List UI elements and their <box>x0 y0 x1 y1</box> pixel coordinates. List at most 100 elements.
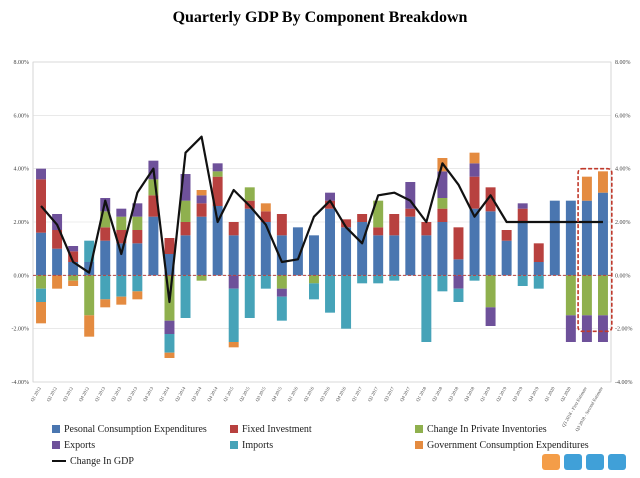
bar-segment-imports-20 <box>357 275 368 284</box>
bar-segment-government-consumption-expenditures-12 <box>228 342 239 348</box>
bar-segment-imports-5 <box>116 275 127 297</box>
x-tick-label: Q2 2012 <box>46 385 59 402</box>
bar-segment-pesonal-consumption-expenditures-12 <box>228 235 239 276</box>
x-tick-label: Q2 2020 <box>559 385 572 402</box>
x-tick-label: Q4 2015 <box>270 385 283 402</box>
chart-title: Quarterly GDP By Component Breakdown <box>173 9 468 26</box>
legend-swatch <box>230 425 238 433</box>
bar-segment-change-in-private-inventories-13 <box>244 187 255 201</box>
bar-segment-government-consumption-expenditures-4 <box>100 299 111 308</box>
bar-segment-government-consumption-expenditures-1 <box>52 275 63 289</box>
x-tick-label: Q2 2017 <box>367 385 380 402</box>
x-tick-label: Q2 2014 <box>174 385 187 402</box>
x-tick-label: Q4 2016 <box>335 385 348 402</box>
bar-segment-exports-10 <box>196 195 207 204</box>
bar-segment-change-in-private-inventories-33 <box>565 275 576 316</box>
bar-segment-fixed-investment-5 <box>116 230 127 244</box>
x-tick-label: Q1 2015 <box>222 385 235 402</box>
legend-label: Change In GDP <box>70 456 134 467</box>
bar-segment-government-consumption-expenditures-14 <box>260 203 271 212</box>
bar-segment-imports-18 <box>325 275 335 313</box>
watermark-logo-icon <box>542 454 626 470</box>
bar-segment-pesonal-consumption-expenditures-34 <box>581 200 592 276</box>
bar-segment-imports-26 <box>453 288 464 302</box>
y-tick-label-right: 4.00% <box>615 167 631 173</box>
bar-segment-fixed-investment-28 <box>485 187 496 212</box>
bar-segment-pesonal-consumption-expenditures-29 <box>501 240 512 276</box>
bar-segment-government-consumption-expenditures-35 <box>598 171 608 193</box>
gdp-change-line <box>40 135 603 304</box>
bar-segment-fixed-investment-24 <box>421 222 432 236</box>
bar-segment-pesonal-consumption-expenditures-21 <box>373 235 384 276</box>
bar-segment-exports-33 <box>565 315 576 342</box>
bar-segment-pesonal-consumption-expenditures-24 <box>421 235 432 276</box>
bar-segment-exports-1 <box>52 214 63 230</box>
bar-segment-fixed-investment-2 <box>68 251 79 262</box>
bar-segment-pesonal-consumption-expenditures-9 <box>180 235 191 276</box>
x-tick-label: Q1 2018 <box>415 385 428 402</box>
bar-segment-fixed-investment-27 <box>469 176 480 209</box>
bar-segment-pesonal-consumption-expenditures-7 <box>148 216 159 276</box>
x-tick-label: Q2 2013 <box>110 385 123 402</box>
bar-segment-government-consumption-expenditures-8 <box>164 352 175 358</box>
bar-segment-exports-12 <box>228 275 239 289</box>
bar-segment-imports-0 <box>36 288 46 302</box>
legend-swatch <box>52 441 60 449</box>
bar-segment-pesonal-consumption-expenditures-22 <box>389 235 400 276</box>
bar-segment-pesonal-consumption-expenditures-17 <box>309 235 319 276</box>
bar-segment-pesonal-consumption-expenditures-15 <box>276 235 287 276</box>
bar-segment-fixed-investment-22 <box>389 214 400 236</box>
x-tick-label: Q4 2018 <box>463 385 476 402</box>
bar-segment-exports-8 <box>164 320 175 334</box>
y-tick-label-right: 0.00% <box>615 273 631 279</box>
bar-segment-exports-0 <box>36 168 46 180</box>
bar-segment-imports-9 <box>180 275 191 318</box>
bar-segment-exports-18 <box>325 192 335 201</box>
bar-segment-imports-3 <box>84 240 95 262</box>
y-tick-label-right: 8.00% <box>615 60 631 66</box>
x-tick-label: Q4 2014 <box>206 385 219 402</box>
bar-segment-exports-6 <box>132 203 143 217</box>
bar-segment-exports-15 <box>276 288 287 297</box>
bar-segment-pesonal-consumption-expenditures-13 <box>244 208 255 276</box>
bar-segment-fixed-investment-12 <box>228 222 239 236</box>
bar-segment-government-consumption-expenditures-6 <box>132 291 143 300</box>
bar-segment-fixed-investment-25 <box>437 208 448 222</box>
bar-segment-fixed-investment-23 <box>405 208 416 217</box>
bar-segment-pesonal-consumption-expenditures-2 <box>68 262 79 276</box>
legend-swatch <box>230 441 238 449</box>
y-tick-label-right: -2.00% <box>615 327 633 333</box>
bar-segment-change-in-private-inventories-4 <box>100 211 111 228</box>
bar-segment-change-in-private-inventories-10 <box>196 275 207 281</box>
bar-segment-pesonal-consumption-expenditures-28 <box>485 211 496 276</box>
bar-segment-pesonal-consumption-expenditures-5 <box>116 243 127 276</box>
x-tick-label: Q3 2015 <box>254 385 267 402</box>
x-tick-label: Q3 2017 <box>383 385 396 402</box>
x-tick-label: Q3 2012 <box>62 385 75 402</box>
bar-segment-government-consumption-expenditures-0 <box>36 302 46 324</box>
bar-segment-fixed-investment-31 <box>533 243 544 262</box>
legend-label: Change In Private Inventories <box>427 424 547 435</box>
bar-segment-pesonal-consumption-expenditures-32 <box>549 200 560 276</box>
bar-segment-imports-13 <box>244 275 255 318</box>
bar-segment-change-in-private-inventories-17 <box>309 275 319 284</box>
bar-segment-imports-8 <box>164 334 175 353</box>
legend-label: Imports <box>242 440 273 451</box>
y-axes: -4.00% -4.00% -2.00% -2.00% 0.00% 0.00% 2.00% 2… <box>12 60 633 386</box>
x-tick-label: Q3 2016 <box>319 385 332 402</box>
legend: Pesonal Consumption Expenditures Fixed In… <box>52 424 589 467</box>
y-tick-label-left: -2.00% <box>12 327 30 333</box>
bar-segment-fixed-investment-30 <box>517 208 528 222</box>
legend-label: Pesonal Consumption Expenditures <box>64 424 207 435</box>
bar-segment-change-in-private-inventories-2 <box>68 275 79 281</box>
bar-segment-imports-21 <box>373 275 384 284</box>
bar-segment-change-in-private-inventories-6 <box>132 216 143 230</box>
gdp-line <box>40 135 603 304</box>
bar-segment-imports-17 <box>309 283 319 300</box>
x-tick-label: Q2 2016 <box>303 385 316 402</box>
bar-segment-pesonal-consumption-expenditures-4 <box>100 240 111 276</box>
bar-segment-imports-12 <box>228 288 239 342</box>
bar-segment-change-in-private-inventories-34 <box>581 275 592 316</box>
bar-segment-fixed-investment-21 <box>373 227 384 236</box>
bar-segment-fixed-investment-4 <box>100 227 111 241</box>
